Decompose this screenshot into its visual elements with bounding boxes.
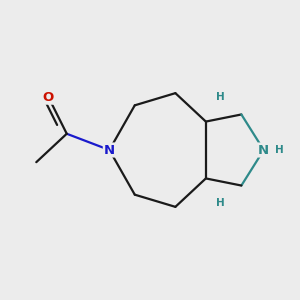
Text: H: H bbox=[275, 145, 284, 155]
Text: H: H bbox=[216, 198, 225, 208]
Text: N: N bbox=[104, 143, 115, 157]
Text: H: H bbox=[216, 92, 225, 102]
Text: O: O bbox=[43, 91, 54, 104]
Text: N: N bbox=[258, 143, 269, 157]
